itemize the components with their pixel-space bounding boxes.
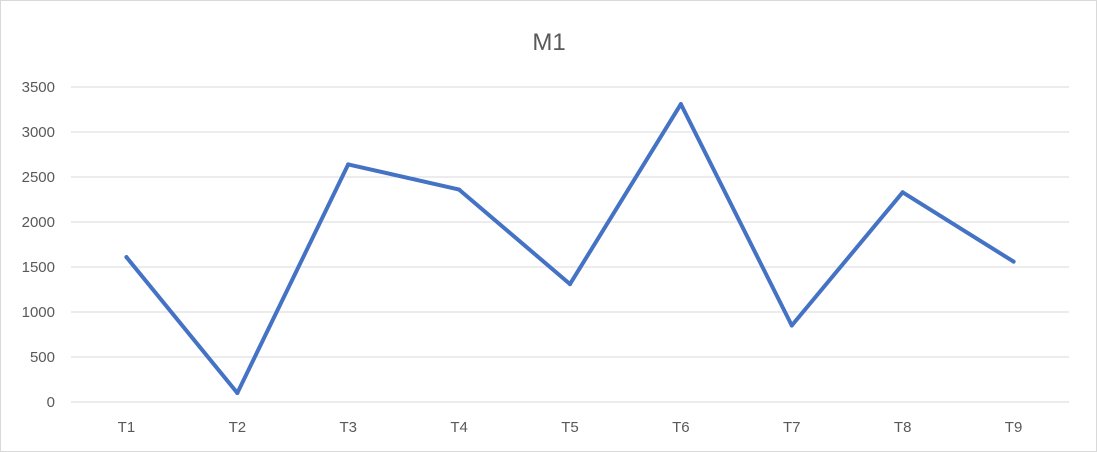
x-tick-label: T4	[450, 419, 468, 436]
data-point-T8	[900, 190, 905, 195]
x-tick-label: T2	[229, 419, 247, 436]
chart-title: M1	[532, 29, 565, 56]
y-axis-ticks: 0 500 1000 1500 2000 2500 3000 3500	[22, 79, 55, 411]
x-tick-label: T8	[894, 419, 912, 436]
data-point-T5	[568, 282, 572, 287]
x-tick-label: T6	[672, 419, 690, 436]
x-tick-label: T7	[783, 419, 801, 436]
data-point-T2	[235, 391, 240, 395]
data-point-T6	[678, 102, 683, 107]
y-tick-label: 3000	[22, 124, 55, 141]
series-line	[124, 102, 1016, 395]
data-point-T9	[1011, 259, 1016, 264]
gridlines	[71, 86, 1069, 403]
x-tick-label: T1	[118, 419, 136, 436]
x-axis-ticks: T1 T2 T3 T4 T5 T6 T7 T8 T9	[118, 419, 1023, 436]
y-tick-label: 1000	[22, 304, 55, 321]
y-tick-label: 2500	[22, 169, 55, 186]
data-point-T1	[124, 255, 129, 260]
x-tick-label: T5	[561, 419, 579, 436]
data-point-T3	[346, 162, 351, 167]
data-point-T7	[789, 323, 794, 328]
data-point-T4	[457, 187, 462, 192]
x-tick-label: T3	[339, 419, 357, 436]
y-tick-label: 500	[30, 349, 55, 366]
y-tick-label: 0	[47, 394, 55, 411]
y-tick-label: 1500	[22, 259, 55, 276]
y-tick-label: 2000	[22, 214, 55, 231]
x-tick-label: T9	[1005, 419, 1023, 436]
y-tick-label: 3500	[22, 79, 55, 96]
series-layer	[124, 102, 1016, 395]
